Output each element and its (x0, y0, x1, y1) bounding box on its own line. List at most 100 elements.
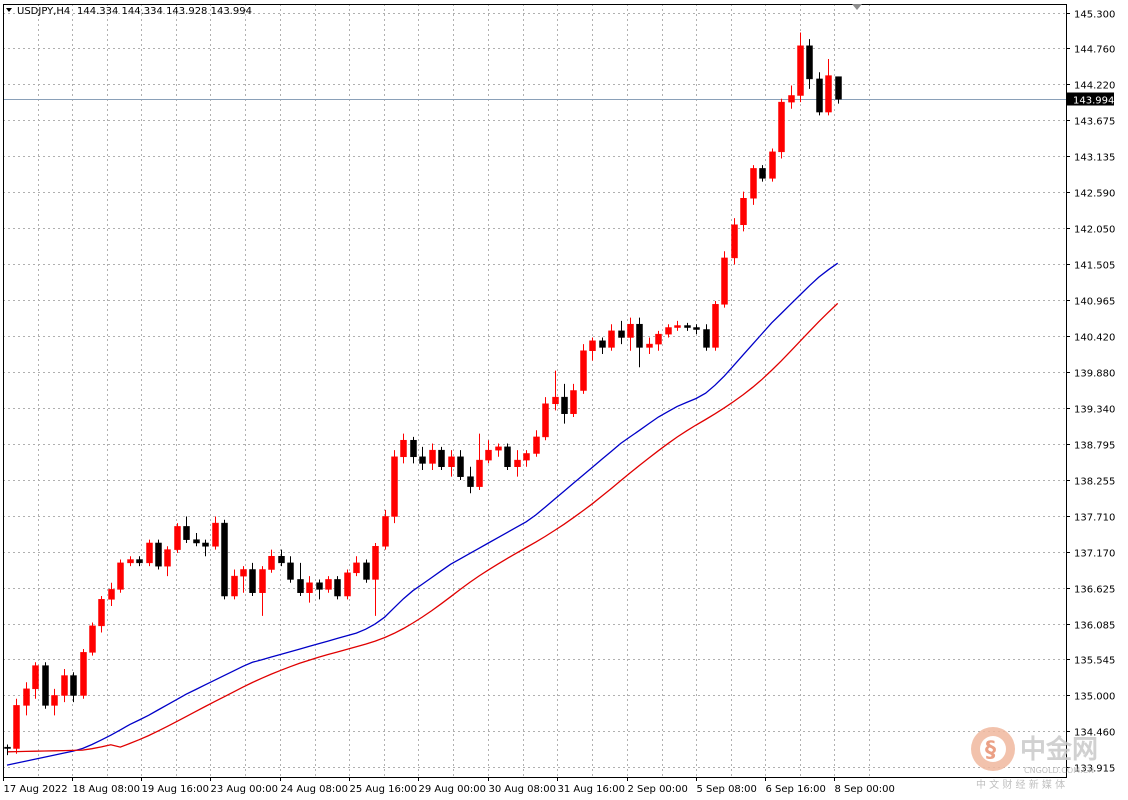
candle[interactable] (4, 744, 11, 756)
candle[interactable] (457, 450, 464, 480)
price-axis[interactable]: 145.300 144.760 144.220 143.675 143.135 142.5… (1066, 10, 1115, 775)
candle[interactable] (589, 337, 596, 361)
candle[interactable] (80, 649, 87, 699)
candle[interactable] (495, 443, 502, 457)
candle[interactable] (608, 324, 615, 351)
candle[interactable] (117, 559, 124, 593)
candle[interactable] (70, 672, 77, 703)
candle[interactable] (712, 301, 719, 351)
candle[interactable] (32, 662, 39, 699)
candle[interactable] (164, 546, 171, 577)
candle[interactable] (249, 562, 256, 597)
candle[interactable] (155, 539, 162, 570)
candle[interactable] (363, 559, 370, 583)
candle[interactable] (382, 509, 389, 550)
candle[interactable] (731, 218, 738, 265)
candle[interactable] (636, 317, 643, 368)
candle[interactable] (750, 165, 757, 205)
candle[interactable] (13, 698, 20, 754)
candle[interactable] (429, 443, 436, 471)
candle[interactable] (353, 556, 360, 577)
candle[interactable] (174, 523, 181, 553)
candle[interactable] (674, 320, 681, 331)
candle[interactable] (212, 516, 219, 550)
candle-body (438, 449, 445, 467)
candle[interactable] (306, 576, 313, 603)
candle[interactable] (835, 76, 842, 104)
candle[interactable] (287, 556, 294, 583)
symbol-menu-icon[interactable] (6, 8, 12, 12)
candle[interactable] (259, 566, 266, 616)
candle[interactable] (759, 165, 766, 182)
candle[interactable] (646, 337, 653, 355)
candle[interactable] (514, 450, 521, 477)
candle[interactable] (108, 582, 115, 606)
candle[interactable] (183, 516, 190, 543)
candle[interactable] (825, 59, 832, 116)
candle[interactable] (684, 322, 691, 331)
candle[interactable] (240, 566, 247, 593)
chart-shift-marker-icon[interactable] (852, 4, 862, 10)
candle-body (457, 456, 464, 477)
candle[interactable] (193, 533, 200, 547)
candle[interactable] (127, 556, 134, 567)
candle[interactable] (467, 466, 474, 494)
time-tick-label: 2 Sep 00:00 (628, 784, 688, 795)
candle[interactable] (438, 446, 445, 471)
candle[interactable] (448, 450, 455, 477)
candle[interactable] (740, 191, 747, 232)
candle[interactable] (278, 549, 285, 567)
candle[interactable] (769, 148, 776, 182)
candle[interactable] (372, 542, 379, 616)
candle[interactable] (419, 446, 426, 471)
candle[interactable] (721, 251, 728, 308)
candle[interactable] (703, 324, 710, 351)
candle[interactable] (580, 344, 587, 394)
candle[interactable] (627, 317, 634, 351)
candle[interactable] (23, 682, 30, 716)
candle[interactable] (485, 440, 492, 464)
candle[interactable] (268, 549, 275, 573)
candle[interactable] (542, 397, 549, 441)
candle[interactable] (816, 72, 823, 116)
candle[interactable] (42, 662, 49, 709)
candle[interactable] (51, 688, 58, 716)
candle[interactable] (202, 539, 209, 557)
candle[interactable] (561, 383, 568, 424)
candle[interactable] (599, 337, 606, 355)
candle[interactable] (552, 370, 559, 411)
candle[interactable] (806, 39, 813, 89)
candle[interactable] (325, 576, 332, 593)
candle[interactable] (693, 324, 700, 335)
candle[interactable] (523, 450, 530, 467)
candle[interactable] (61, 668, 68, 703)
candle[interactable] (618, 320, 625, 345)
time-axis[interactable]: 17 Aug 2022 18 Aug 08:00 19 Aug 16:00 23 Au… (3, 777, 895, 795)
candle[interactable] (410, 436, 417, 464)
candle[interactable] (476, 433, 483, 490)
candle[interactable] (778, 98, 785, 159)
candle[interactable] (316, 579, 323, 600)
candle[interactable] (391, 450, 398, 524)
candle[interactable] (231, 569, 238, 600)
candle[interactable] (89, 622, 96, 656)
candle[interactable] (655, 330, 662, 351)
candle[interactable] (665, 324, 672, 338)
candle-body (259, 569, 266, 593)
candle[interactable] (797, 32, 804, 103)
candle[interactable] (533, 430, 540, 457)
candle[interactable] (504, 443, 511, 471)
candle[interactable] (146, 539, 153, 567)
candle[interactable] (136, 556, 143, 567)
candle[interactable] (788, 85, 795, 109)
candle[interactable] (570, 383, 577, 418)
candle[interactable] (344, 569, 351, 600)
candle[interactable] (334, 576, 341, 600)
candle[interactable] (297, 562, 304, 597)
candle[interactable] (221, 519, 228, 600)
candle-body (13, 705, 20, 749)
candle[interactable] (98, 596, 105, 633)
candle[interactable] (400, 433, 407, 464)
